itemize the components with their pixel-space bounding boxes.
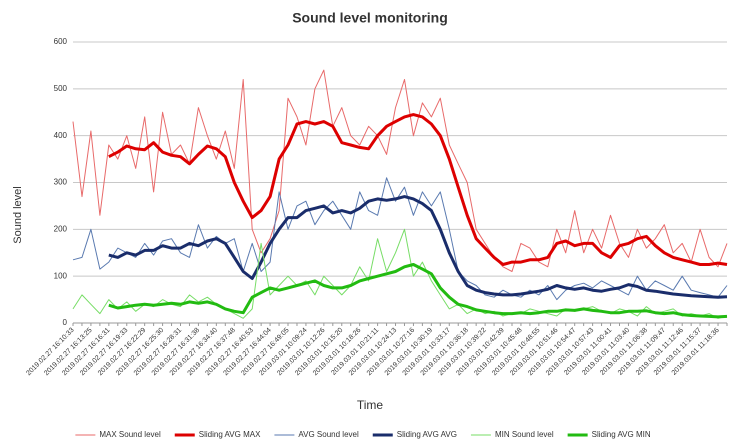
y-axis-label: Sound level: [12, 186, 24, 244]
legend-label: Sliding AVG AVG: [397, 430, 457, 439]
legend-label: Sliding AVG MIN: [592, 430, 651, 439]
legend-label: Sliding AVG MAX: [199, 430, 261, 439]
y-tick-label: 500: [54, 84, 68, 93]
y-tick-label: 100: [54, 271, 68, 280]
y-tick-label: 600: [54, 37, 68, 46]
x-axis-label: Time: [357, 398, 384, 412]
y-tick-label: 0: [63, 318, 68, 327]
series-line: [72, 69, 728, 272]
chart-title: Sound level monitoring: [292, 10, 448, 26]
series-line: [108, 113, 728, 266]
series-line: [108, 263, 728, 319]
y-tick-label: 400: [54, 131, 68, 140]
y-tick-label: 300: [54, 178, 68, 187]
legend-label: MIN Sound level: [495, 430, 554, 439]
series-line: [108, 195, 728, 299]
legend-label: AVG Sound level: [298, 430, 359, 439]
y-tick-label: 200: [54, 224, 68, 233]
legend-label: MAX Sound level: [99, 430, 161, 439]
